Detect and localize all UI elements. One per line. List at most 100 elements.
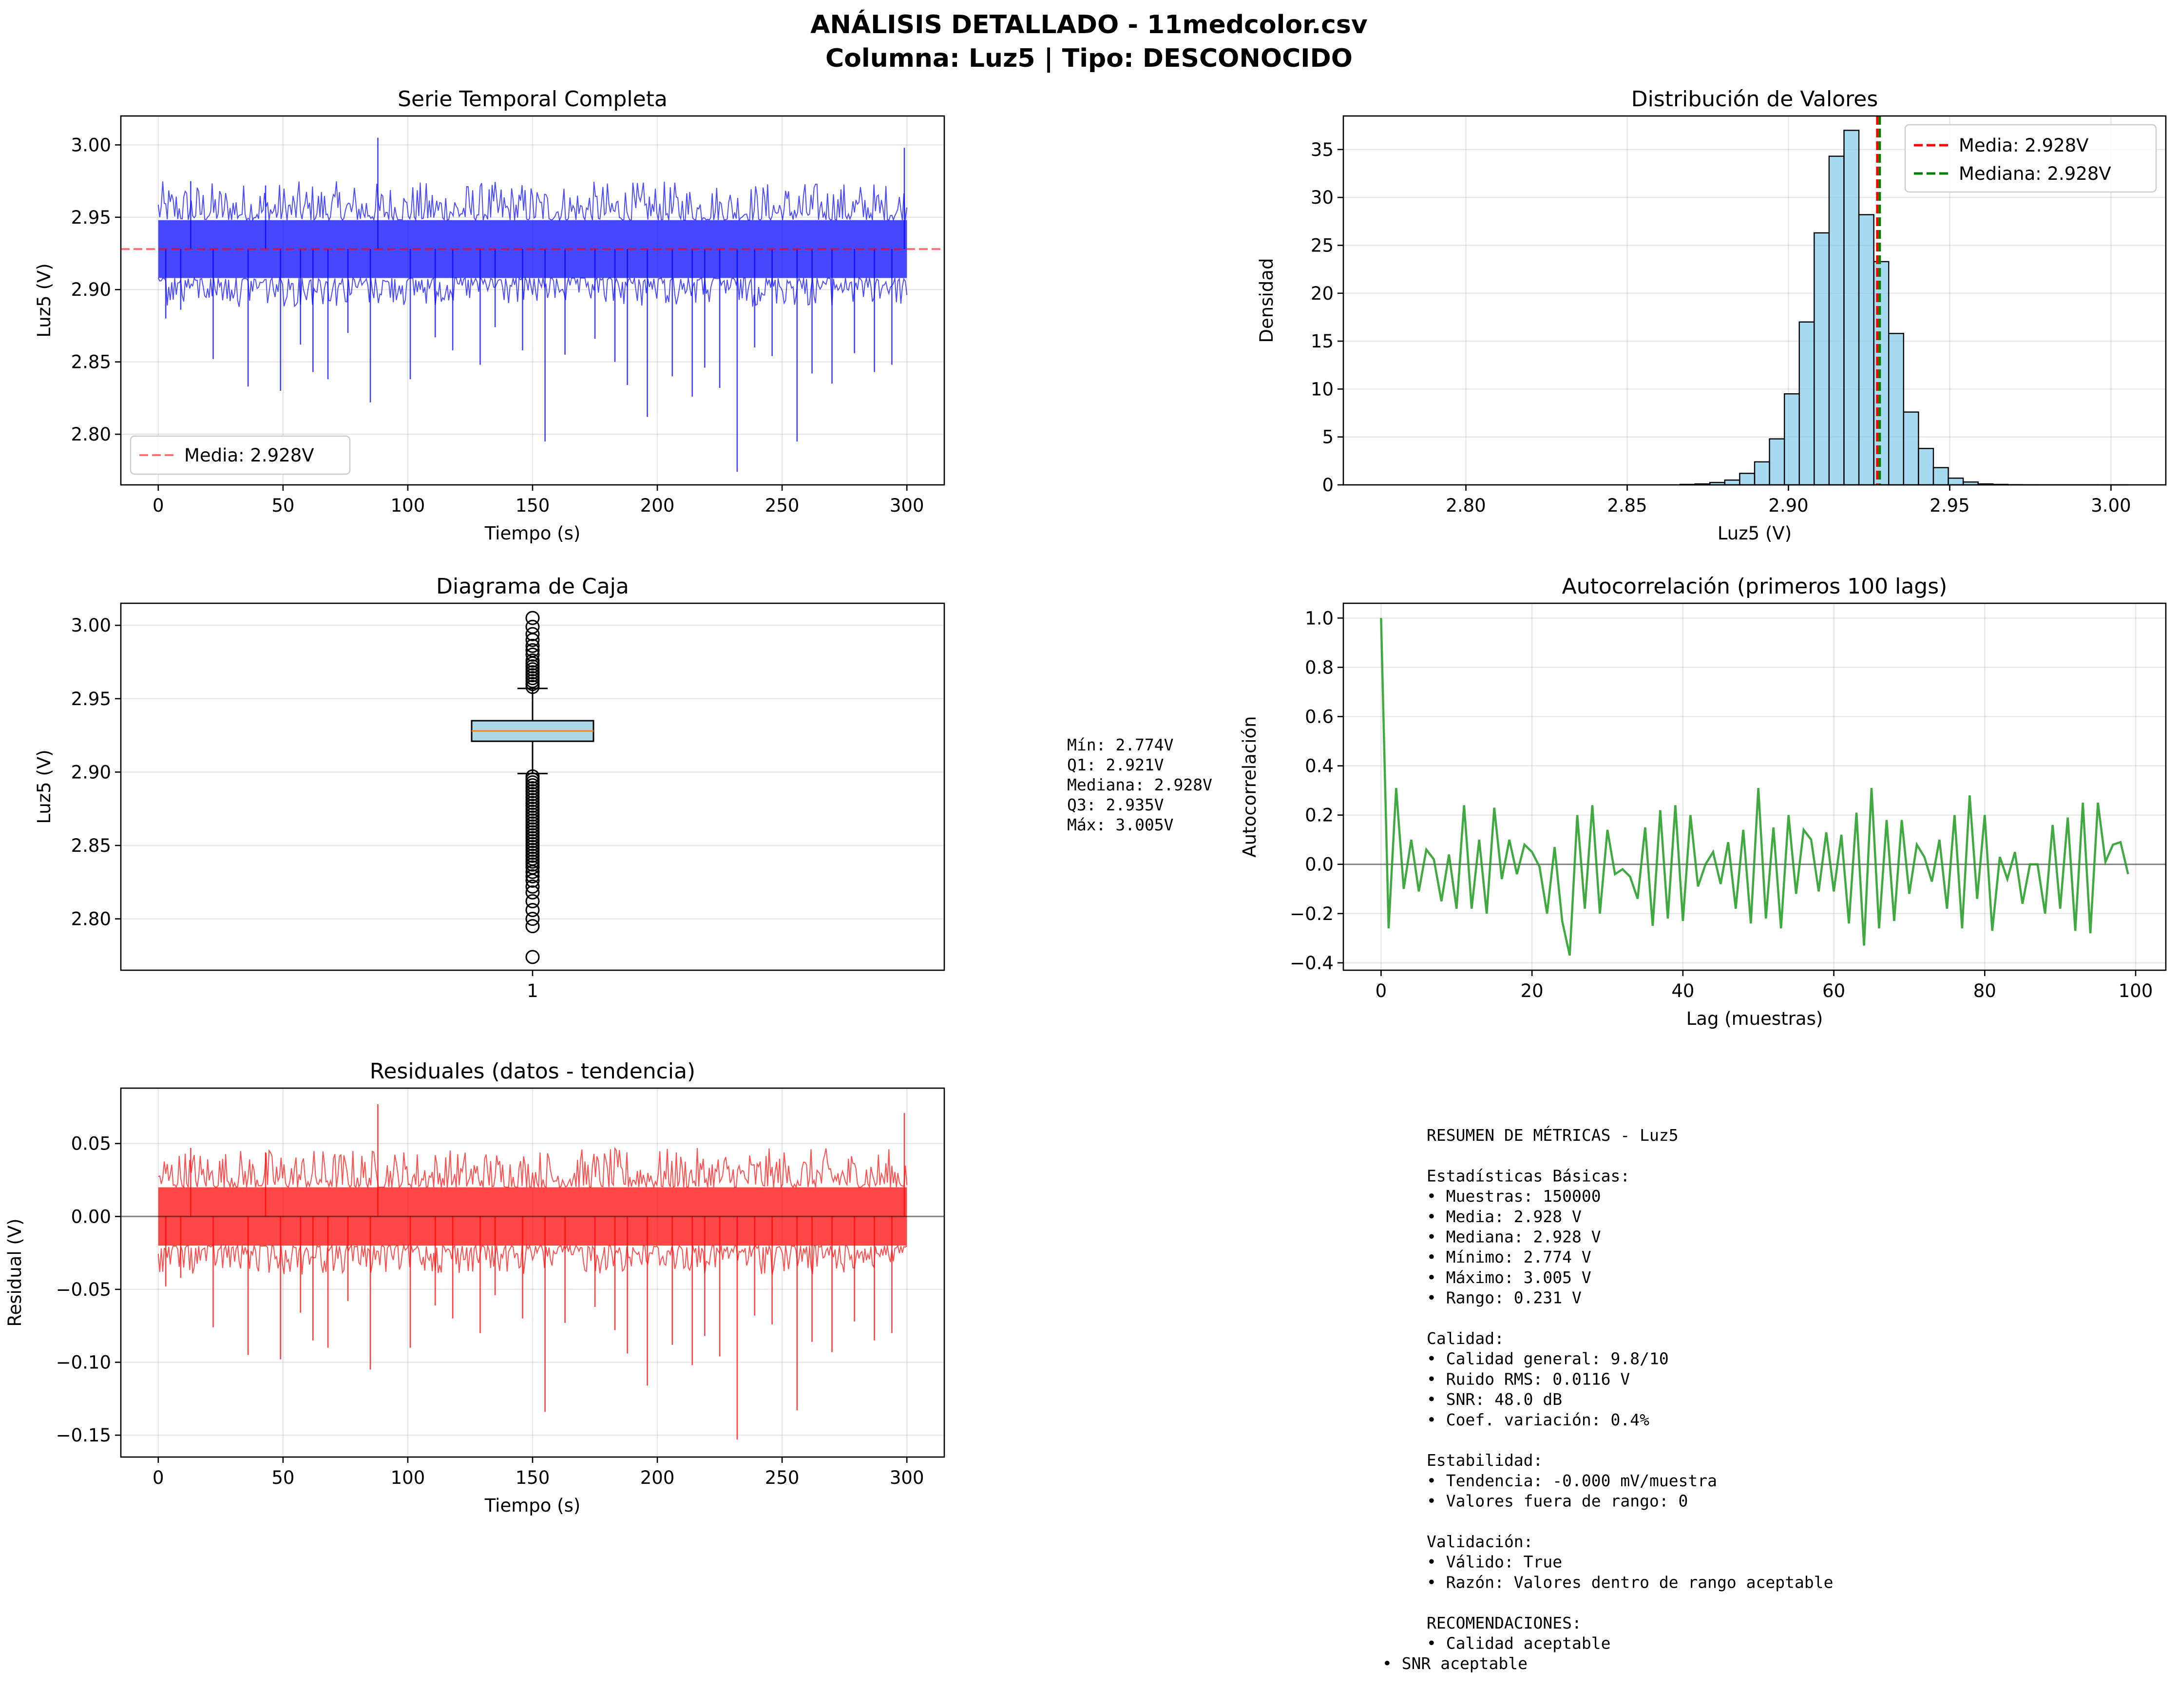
hist-bar-32 bbox=[1858, 214, 1874, 486]
figure-title-line2: Columna: Luz5 | Tipo: DESCONOCIDO bbox=[825, 44, 1353, 73]
figure-title-line1: ANÁLISIS DETALLADO - 11medcolor.csv bbox=[810, 10, 1368, 39]
box-stats-line: Q1: 2.921V bbox=[1067, 755, 1164, 774]
axes-frame bbox=[1342, 115, 2167, 486]
flier-9 bbox=[525, 653, 540, 668]
y-axis-label: Luz5 (V) bbox=[34, 263, 55, 337]
hist-bar-25 bbox=[1754, 461, 1770, 486]
hist-bar-38 bbox=[1948, 478, 1964, 486]
flier-57 bbox=[525, 919, 540, 934]
legend-label-mean: Media: 2.928V bbox=[1959, 135, 2089, 156]
box-stats-line: Mín: 2.774V bbox=[1067, 735, 1174, 754]
residual-core-band bbox=[158, 1187, 907, 1246]
summary-line: • Valores fuera de rango: 0 bbox=[1427, 1492, 1688, 1511]
axes-frame bbox=[1342, 602, 2167, 971]
flier-58 bbox=[525, 950, 540, 964]
x-axis-label: Lag (muestras) bbox=[1686, 1008, 1823, 1029]
residual-upper-noise bbox=[158, 1147, 908, 1190]
series-lower-noise bbox=[157, 276, 908, 307]
y-tick-label: 2.85 bbox=[71, 835, 111, 856]
summary-line: Validación: bbox=[1427, 1532, 1533, 1551]
y-tick-label: 2.80 bbox=[71, 424, 111, 445]
summary-line: • Muestras: 150000 bbox=[1427, 1187, 1601, 1206]
y-axis-label: Luz5 (V) bbox=[34, 749, 55, 824]
summary-line: Estabilidad: bbox=[1427, 1451, 1543, 1470]
box-stats-line: Q3: 2.935V bbox=[1067, 795, 1164, 814]
x-tick-label: 2.80 bbox=[1446, 495, 1486, 516]
box-stats-text: Mín: 2.774V Q1: 2.921V Mediana: 2.928V Q3: … bbox=[1067, 735, 1212, 834]
y-tick-label: −0.15 bbox=[56, 1425, 111, 1446]
autocorrelation-panel: 0 20 40 60 80 100 −0.4 −0.2 0.0 0.2 0.4 0.6 0.8 1.0 Au… bbox=[1239, 574, 2167, 1029]
x-tick-label: 250 bbox=[765, 495, 800, 516]
x-tick-label: 20 bbox=[1521, 980, 1544, 1001]
summary-line: • Máximo: 3.005 V bbox=[1427, 1268, 1591, 1287]
y-tick-label: 2.85 bbox=[71, 352, 111, 373]
flier-14 bbox=[525, 627, 540, 641]
x-tick-label: 2.95 bbox=[1930, 495, 1969, 516]
y-tick-label: 25 bbox=[1311, 235, 1334, 256]
summary-line: • Ruido RMS: 0.0116 V bbox=[1427, 1369, 1630, 1388]
x-tick-label: 2.90 bbox=[1768, 495, 1808, 516]
summary-line: RESUMEN DE MÉTRICAS - Luz5 bbox=[1427, 1125, 1679, 1145]
x-tick-label: 40 bbox=[1671, 980, 1694, 1001]
x-tick-label: 100 bbox=[391, 1467, 425, 1488]
x-tick-label: 150 bbox=[516, 495, 550, 516]
summary-line bbox=[1427, 1308, 1436, 1327]
y-tick-label: 2.90 bbox=[71, 279, 111, 300]
hist-bar-26 bbox=[1769, 438, 1785, 486]
summary-line: • Calidad general: 9.8/10 bbox=[1427, 1349, 1669, 1368]
hist-bar-30 bbox=[1828, 155, 1845, 486]
x-tick-label: 1 bbox=[527, 980, 538, 1001]
y-tick-label: −0.2 bbox=[1290, 903, 1334, 924]
summary-line: • SNR: 48.0 dB bbox=[1427, 1390, 1562, 1409]
flier-15 bbox=[525, 619, 540, 634]
hist-bar-28 bbox=[1798, 321, 1815, 486]
flier-10 bbox=[525, 647, 540, 662]
panel-title: Diagrama de Caja bbox=[436, 574, 629, 599]
hist-bar-36 bbox=[1918, 448, 1934, 486]
summary-line: • Calidad aceptable bbox=[1427, 1634, 1611, 1653]
panel-title: Distribución de Valores bbox=[1631, 87, 1878, 112]
panel-title: Serie Temporal Completa bbox=[398, 87, 668, 112]
x-tick-label: 100 bbox=[391, 495, 425, 516]
summary-line bbox=[1427, 1593, 1436, 1612]
y-axis-label: Densidad bbox=[1256, 258, 1277, 343]
x-tick-label: 300 bbox=[890, 1467, 924, 1488]
summary-line: • Tendencia: -0.000 mV/muestra bbox=[1427, 1471, 1717, 1490]
y-tick-label: 0.6 bbox=[1305, 706, 1334, 727]
x-tick-label: 3.00 bbox=[2091, 495, 2131, 516]
x-axis-label: Tiempo (s) bbox=[484, 523, 581, 544]
flier-51 bbox=[525, 873, 540, 888]
y-tick-label: −0.10 bbox=[56, 1352, 111, 1373]
x-tick-label: 80 bbox=[1973, 980, 1996, 1001]
flier-50 bbox=[525, 869, 540, 883]
timeseries-panel: 0 50 100 150 200 250 300 2.80 2.85 2.90 2.95 3.00 Se… bbox=[34, 87, 945, 544]
summary-line-last: • SNR aceptable bbox=[1382, 1654, 1528, 1673]
y-tick-label: 20 bbox=[1311, 283, 1334, 304]
y-tick-label: 15 bbox=[1311, 331, 1334, 352]
flier-55 bbox=[525, 903, 540, 918]
summary-line: • Válido: True bbox=[1427, 1553, 1562, 1572]
series-upper-noise bbox=[157, 181, 908, 222]
box-stats-line: Máx: 3.005V bbox=[1067, 815, 1174, 834]
metrics-summary-text: RESUMEN DE MÉTRICAS - Luz5 Estadísticas … bbox=[1382, 1125, 1833, 1673]
x-tick-label: 250 bbox=[765, 1467, 800, 1488]
flier-56 bbox=[525, 912, 540, 926]
y-tick-label: 2.80 bbox=[71, 909, 111, 930]
y-tick-label: 0.00 bbox=[71, 1206, 111, 1227]
summary-line: • Media: 2.928 V bbox=[1427, 1207, 1582, 1226]
y-tick-label: 35 bbox=[1311, 139, 1334, 160]
x-tick-label: 200 bbox=[640, 495, 675, 516]
summary-line bbox=[1427, 1146, 1436, 1165]
y-tick-label: 0.0 bbox=[1305, 854, 1334, 875]
x-tick-label: 2.85 bbox=[1607, 495, 1647, 516]
x-tick-label: 200 bbox=[640, 1467, 675, 1488]
y-tick-label: 2.90 bbox=[71, 762, 111, 783]
hist-bar-33 bbox=[1873, 261, 1890, 486]
y-tick-label: 0.2 bbox=[1305, 805, 1334, 826]
x-tick-label: 100 bbox=[2119, 980, 2153, 1001]
hist-bar-35 bbox=[1903, 411, 1919, 486]
y-tick-label: 30 bbox=[1311, 187, 1334, 208]
residual-lower-noise bbox=[157, 1244, 907, 1275]
x-tick-label: 60 bbox=[1822, 980, 1845, 1001]
summary-line: Estadísticas Básicas: bbox=[1427, 1166, 1630, 1185]
